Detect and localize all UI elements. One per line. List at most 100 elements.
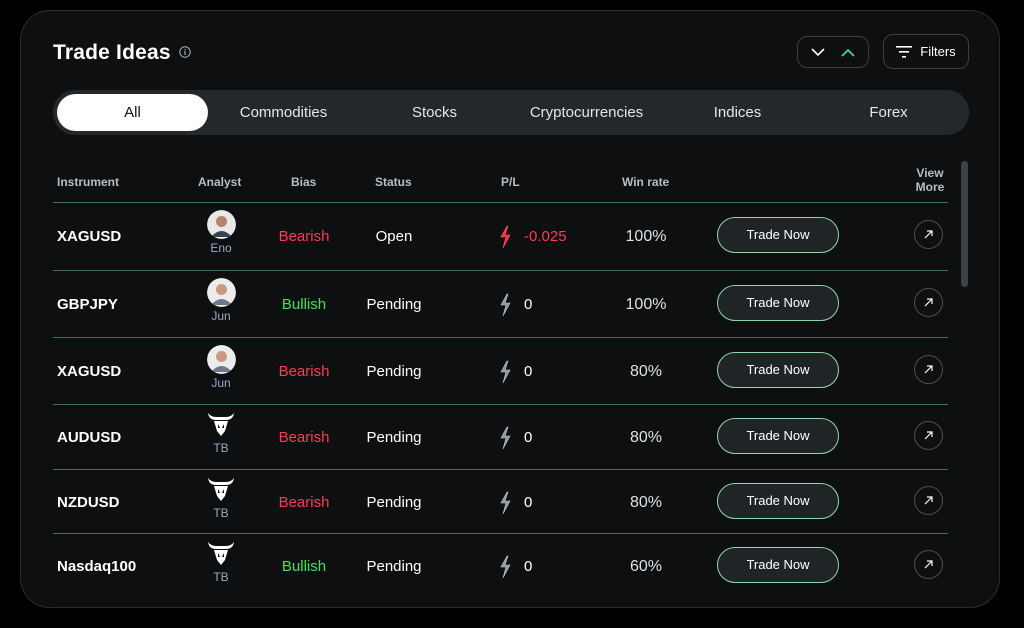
table-row: Nasdaq100 TB Bullish Pending 0 60% Trade… bbox=[21, 533, 999, 599]
tab-commodities[interactable]: Commodities bbox=[239, 104, 328, 121]
column-header-bias: Bias bbox=[291, 175, 317, 189]
win-rate-value: 80% bbox=[629, 429, 663, 446]
view-more-line-2: More bbox=[915, 180, 945, 194]
row-divider bbox=[53, 533, 948, 534]
filters-label: Filters bbox=[920, 44, 956, 59]
status-value: Pending bbox=[366, 558, 422, 575]
row-divider bbox=[53, 469, 948, 470]
row-divider bbox=[53, 270, 948, 271]
analyst-name: TB bbox=[213, 506, 229, 520]
table-row: AUDUSD TB Bearish Pending 0 80% Trade No… bbox=[21, 404, 999, 470]
analyst-name: Jun bbox=[211, 376, 231, 390]
arrow-up-right-icon bbox=[924, 496, 933, 505]
instrument-name: GBPJPY bbox=[57, 296, 118, 313]
analyst-cell: TB bbox=[199, 411, 243, 455]
arrow-up-right-icon bbox=[924, 560, 933, 569]
column-header-analyst: Analyst bbox=[198, 175, 242, 189]
status-value: Pending bbox=[366, 429, 422, 446]
bull-logo-icon bbox=[208, 542, 234, 565]
column-header-view-more: View More bbox=[914, 166, 946, 194]
bull-logo-icon bbox=[208, 413, 234, 436]
view-more-button[interactable] bbox=[914, 220, 943, 249]
status-value: Pending bbox=[366, 363, 422, 380]
trade-ideas-panel: Trade Ideas Filters All Commodities Stoc… bbox=[20, 10, 1000, 608]
info-icon[interactable] bbox=[179, 46, 191, 58]
bias-value: Bearish bbox=[278, 494, 330, 511]
status-value: Pending bbox=[366, 494, 422, 511]
analyst-cell: TB bbox=[199, 476, 243, 520]
tab-stocks[interactable]: Stocks bbox=[411, 104, 457, 121]
bolt-icon bbox=[500, 293, 511, 317]
analyst-cell: TB bbox=[199, 540, 243, 584]
win-rate-value: 60% bbox=[629, 558, 663, 575]
pl-value: -0.025 bbox=[524, 228, 567, 245]
view-more-button[interactable] bbox=[914, 421, 943, 450]
trade-now-button[interactable]: Trade Now bbox=[717, 547, 839, 583]
instrument-name: XAGUSD bbox=[57, 228, 122, 245]
bias-value: Bullish bbox=[281, 558, 327, 575]
bolt-icon bbox=[500, 225, 511, 249]
view-more-button[interactable] bbox=[914, 486, 943, 515]
analyst-name: Jun bbox=[211, 309, 231, 323]
bias-value: Bearish bbox=[278, 228, 330, 245]
bolt-icon bbox=[500, 491, 511, 515]
chevron-down-icon[interactable] bbox=[811, 47, 825, 57]
page-title: Trade Ideas bbox=[53, 41, 171, 64]
arrow-up-right-icon bbox=[924, 431, 933, 440]
column-header-instrument: Instrument bbox=[57, 175, 120, 189]
bias-value: Bearish bbox=[278, 363, 330, 380]
tab-cryptocurrencies[interactable]: Cryptocurrencies bbox=[529, 104, 644, 121]
win-rate-value: 100% bbox=[625, 228, 667, 245]
trade-now-button[interactable]: Trade Now bbox=[717, 418, 839, 454]
bias-value: Bullish bbox=[281, 296, 327, 313]
sort-toggle-button[interactable] bbox=[797, 36, 869, 68]
table-row: XAGUSD Jun Bearish Pending 0 80% Trade N… bbox=[21, 338, 999, 404]
trade-now-button[interactable]: Trade Now bbox=[717, 483, 839, 519]
win-rate-value: 80% bbox=[629, 363, 663, 380]
instrument-name: NZDUSD bbox=[57, 494, 120, 511]
avatar bbox=[206, 345, 236, 374]
view-more-button[interactable] bbox=[914, 355, 943, 384]
trade-now-button[interactable]: Trade Now bbox=[717, 217, 839, 253]
pl-value: 0 bbox=[524, 296, 533, 313]
filter-icon bbox=[896, 45, 913, 58]
trade-now-button[interactable]: Trade Now bbox=[717, 352, 839, 388]
instrument-name: AUDUSD bbox=[57, 429, 122, 446]
row-divider bbox=[53, 404, 948, 405]
row-divider bbox=[53, 337, 948, 338]
analyst-cell: Jun bbox=[199, 345, 243, 390]
analyst-cell: Jun bbox=[199, 278, 243, 323]
table-row: GBPJPY Jun Bullish Pending 0 100% Trade … bbox=[21, 271, 999, 337]
trade-now-button[interactable]: Trade Now bbox=[717, 285, 839, 321]
scrollbar-thumb[interactable] bbox=[961, 161, 968, 287]
arrow-up-right-icon bbox=[924, 298, 933, 307]
analyst-name: Eno bbox=[210, 241, 232, 255]
instrument-name: Nasdaq100 bbox=[57, 558, 137, 575]
view-more-button[interactable] bbox=[914, 550, 943, 579]
arrow-up-right-icon bbox=[924, 230, 933, 239]
bull-logo-icon bbox=[208, 478, 234, 501]
tab-indices[interactable]: Indices bbox=[713, 104, 762, 121]
bolt-icon bbox=[500, 426, 511, 450]
chevron-up-icon[interactable] bbox=[841, 48, 855, 57]
arrow-up-right-icon bbox=[924, 365, 933, 374]
header-divider bbox=[53, 202, 948, 203]
tab-all[interactable]: All bbox=[57, 94, 208, 131]
view-more-button[interactable] bbox=[914, 288, 943, 317]
tab-forex[interactable]: Forex bbox=[869, 104, 908, 121]
bias-value: Bearish bbox=[278, 429, 330, 446]
bolt-icon bbox=[500, 555, 511, 579]
analyst-cell: Eno bbox=[199, 210, 243, 255]
analyst-name: TB bbox=[213, 441, 229, 455]
column-header-status: Status bbox=[375, 175, 412, 189]
analyst-name: TB bbox=[213, 570, 229, 584]
category-tabs: All Commodities Stocks Cryptocurrencies … bbox=[53, 90, 969, 135]
bolt-icon bbox=[500, 360, 511, 384]
pl-value: 0 bbox=[524, 558, 533, 575]
win-rate-value: 80% bbox=[629, 494, 663, 511]
column-header-win-rate: Win rate bbox=[622, 175, 670, 189]
status-value: Open bbox=[375, 228, 413, 245]
win-rate-value: 100% bbox=[625, 296, 667, 313]
filters-button[interactable]: Filters bbox=[883, 34, 969, 69]
avatar bbox=[206, 210, 236, 239]
